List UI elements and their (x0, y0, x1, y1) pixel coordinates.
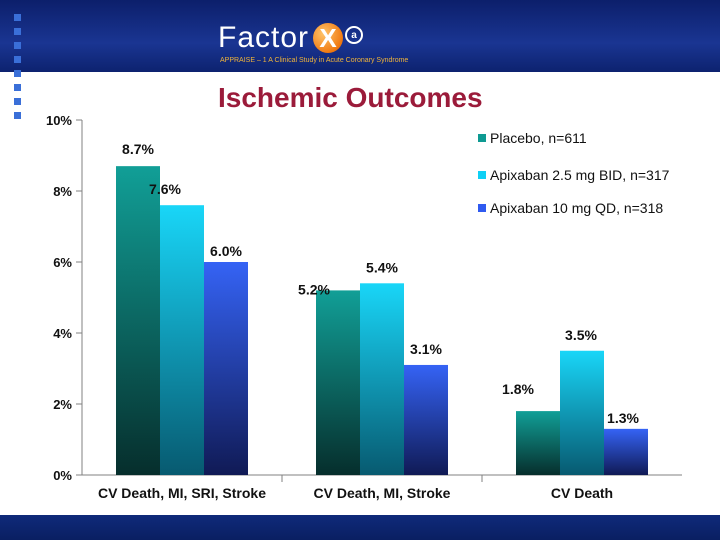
data-label: 5.4% (366, 259, 398, 275)
bar-placebo (116, 166, 160, 475)
data-label: 5.2% (298, 281, 330, 297)
y-tick-label: 8% (53, 184, 72, 199)
decor-square (14, 70, 21, 77)
y-tick-label: 6% (53, 255, 72, 270)
data-label: 7.6% (149, 181, 181, 197)
side-band (0, 72, 44, 132)
data-label: 1.3% (607, 410, 639, 426)
legend-label: Apixaban 10 mg QD, n=318 (490, 200, 663, 216)
bar-apixaban-2-5 (360, 283, 404, 475)
logo-text: Factor (218, 21, 310, 54)
factor-xa-logo: Factor X a (218, 21, 364, 54)
y-tick-label: 0% (53, 468, 72, 483)
legend-label: Apixaban 2.5 mg BID, n=317 (490, 167, 670, 183)
data-label: 6.0% (210, 243, 242, 259)
bar-apixaban-10 (604, 428, 648, 475)
logo-x-badge: X (313, 23, 344, 53)
bar-apixaban-10 (204, 262, 248, 475)
study-subtitle: APPRAISE – 1 A Clinical Study in Acute C… (220, 57, 409, 64)
data-label: 1.8% (502, 381, 534, 397)
y-tick-label: 4% (53, 326, 72, 341)
category-label: CV Death, MI, Stroke (314, 485, 451, 501)
data-label: 8.7% (122, 141, 154, 157)
chart-title: Ischemic Outcomes (218, 82, 483, 113)
legend-label: Placebo, n=611 (490, 130, 587, 146)
decor-square (14, 42, 21, 49)
bar-apixaban-10 (404, 364, 448, 475)
bar-apixaban-2-5 (160, 205, 204, 475)
bar-apixaban-2-5 (560, 350, 604, 475)
category-label: CV Death (551, 485, 613, 501)
decor-square (14, 84, 21, 91)
decor-square (14, 28, 21, 35)
data-label: 3.5% (565, 327, 597, 343)
decor-square (14, 98, 21, 105)
category-label: CV Death, MI, SRI, Stroke (98, 485, 266, 501)
footer-band (0, 515, 720, 540)
logo-a-badge: a (345, 26, 364, 44)
legend-swatch (478, 134, 486, 142)
bar-placebo (516, 411, 560, 475)
y-tick-label: 10% (46, 113, 72, 128)
decor-square (14, 56, 21, 63)
y-tick-label: 2% (53, 397, 72, 412)
decor-square (14, 14, 21, 21)
data-label: 3.1% (410, 341, 442, 357)
bar-placebo (316, 290, 360, 475)
legend-swatch (478, 171, 486, 179)
legend-swatch (478, 204, 486, 212)
decor-square (14, 112, 21, 119)
